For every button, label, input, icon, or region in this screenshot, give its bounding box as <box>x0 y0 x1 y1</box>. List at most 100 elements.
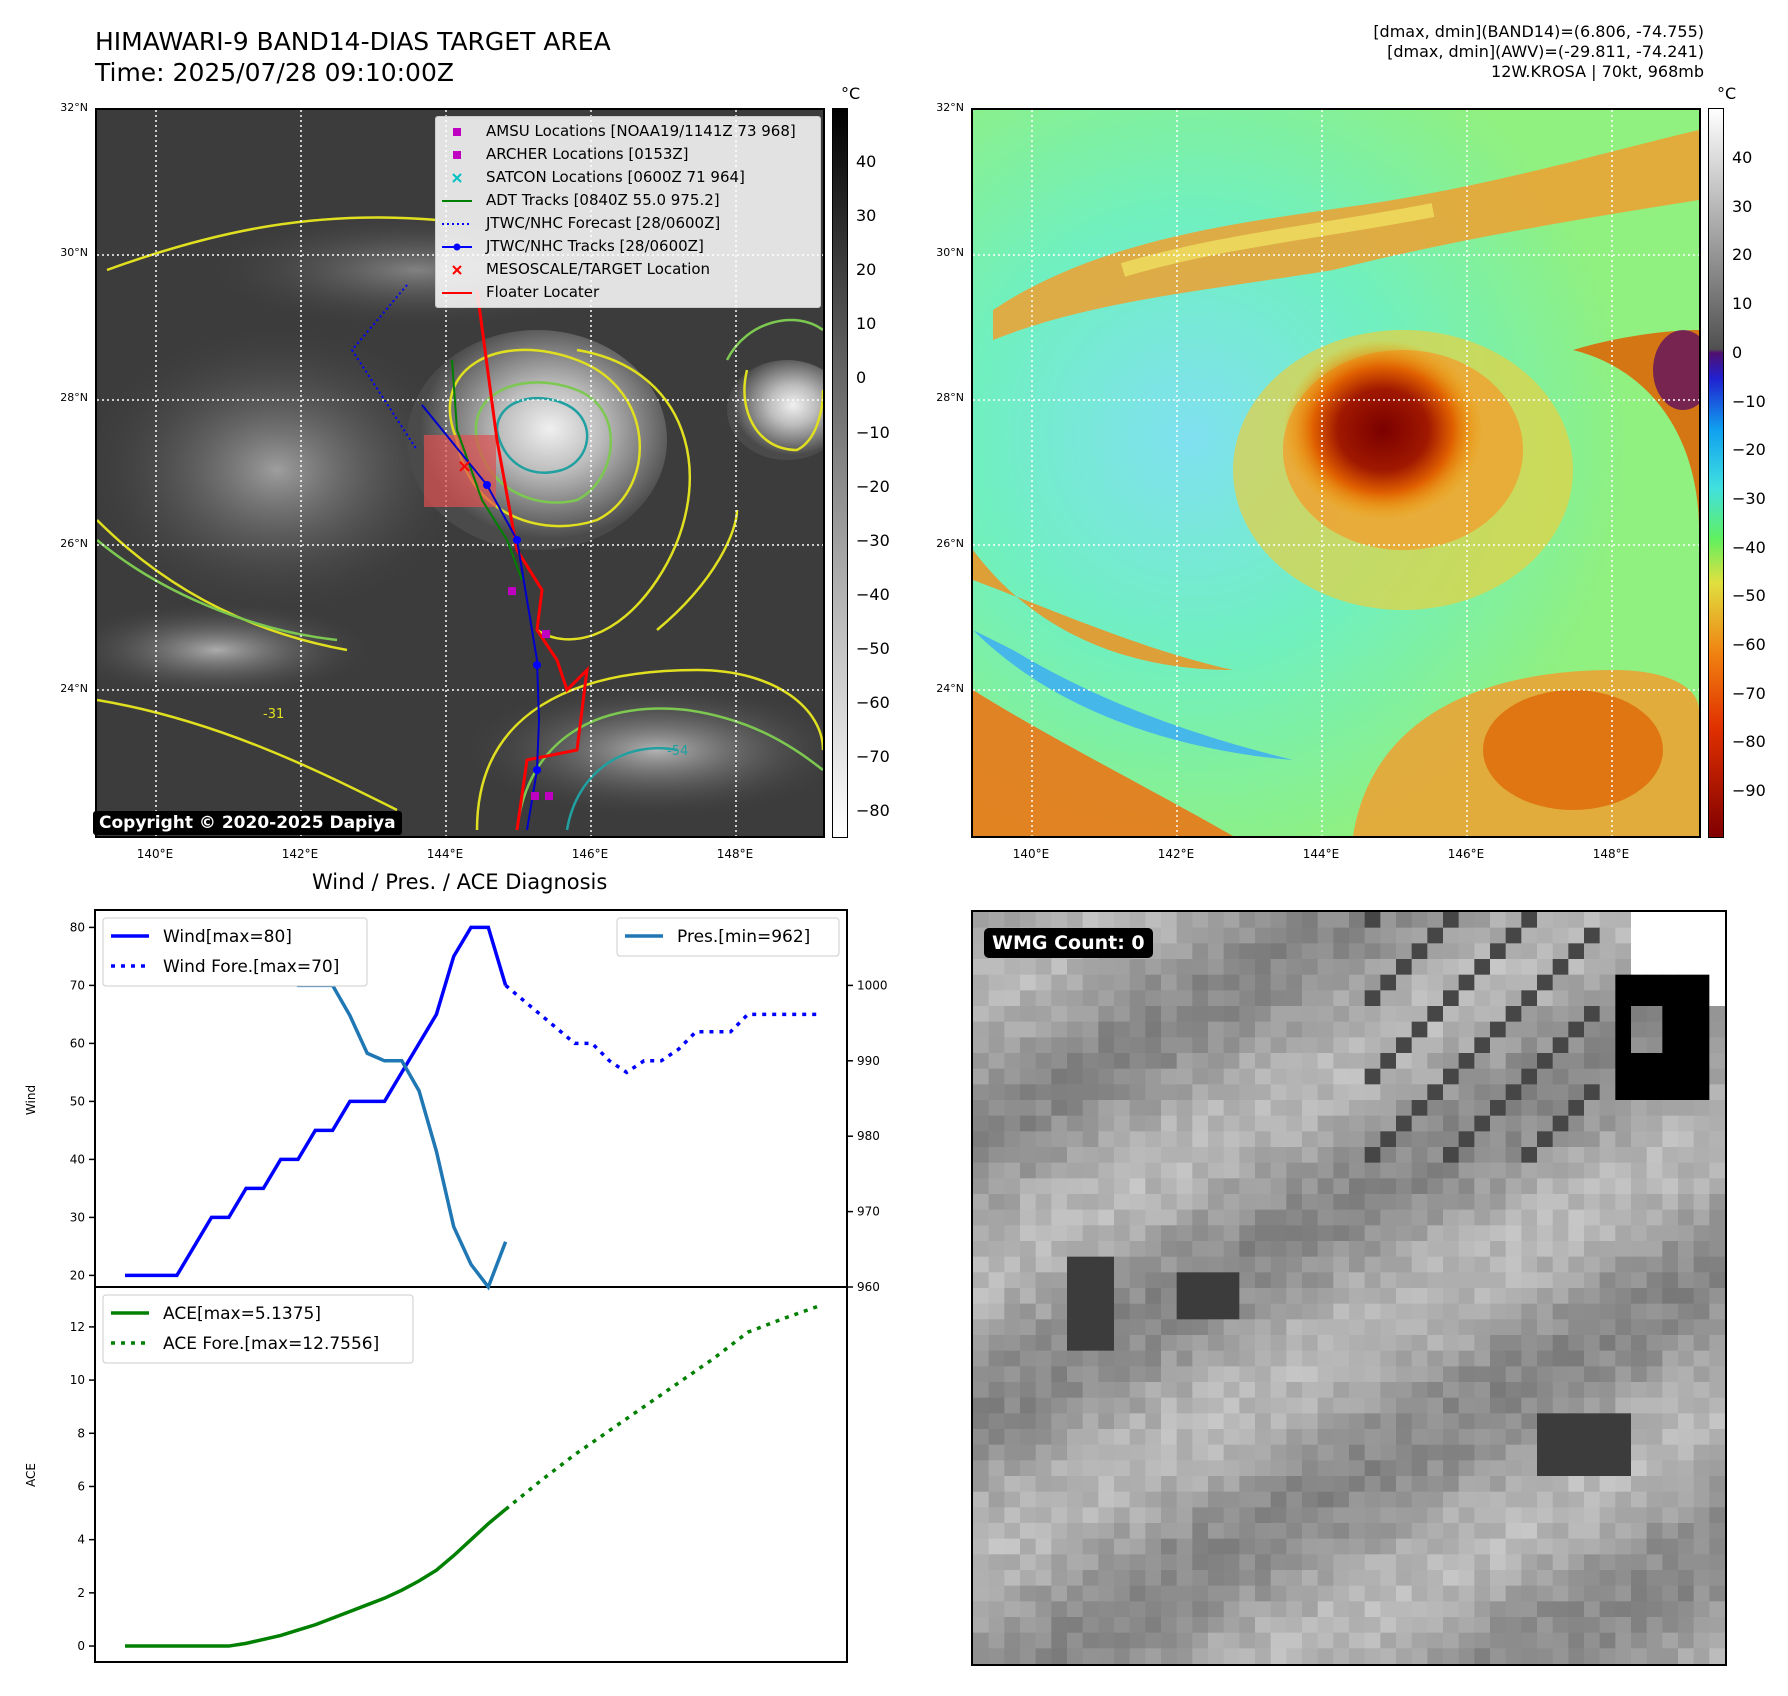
pressure-tick-label: 990 <box>857 1054 880 1068</box>
colorbar-tick-label: 40 <box>1732 148 1753 167</box>
time-line: Time: 2025/07/28 09:10:00Z <box>95 58 454 87</box>
series-wind-fore-max-70 <box>504 984 817 1075</box>
wind-tick-label: 30 <box>70 1210 85 1224</box>
wmg-pixels <box>973 912 1725 1664</box>
contour-east-storm <box>743 369 823 452</box>
wind-tick-label: 20 <box>70 1268 85 1282</box>
colorbar-tick-label: 40 <box>856 152 877 171</box>
lon-label: 142°E <box>281 847 319 861</box>
copyright-badge: Copyright © 2020-2025 Dapiya <box>93 811 402 835</box>
ace-tick-label: 12 <box>70 1320 85 1334</box>
color-ir-map-panel <box>971 108 1701 838</box>
ace-tick-label: 10 <box>70 1373 85 1387</box>
legend-rows: AMSU Locations [NOAA19/1141Z 73 968] ARCH… <box>436 120 820 304</box>
ace-tick-label: 2 <box>77 1586 85 1600</box>
archer-location <box>545 792 553 800</box>
lon-label: 144°E <box>1302 847 1340 861</box>
ir-cloud-west <box>97 320 477 620</box>
diagnosis-chart: 20 30 40 50 60 70 80 960 970 980 990 1000 0 2 4 6 8 10 12 W… <box>24 909 888 1663</box>
color-band-southwest <box>973 550 1233 670</box>
info-band14: [dmax, dmin](BAND14)=(6.806, -74.755) <box>1373 22 1704 41</box>
jtwc-forecast-track <box>350 284 418 451</box>
lat-label: 24°N <box>936 682 964 695</box>
wind-tick-label: 50 <box>70 1094 85 1108</box>
ace-tick-label: 6 <box>77 1479 85 1493</box>
legend-item: JTWC/NHC Forecast [28/0600Z] <box>436 212 820 235</box>
color-colorbar <box>1708 108 1724 838</box>
lat-label: 30°N <box>936 246 964 259</box>
colorbar-tick-label: 30 <box>856 206 877 226</box>
series-ace-fore-max-12-7556 <box>504 1305 818 1511</box>
colorbar-tick-label: −60 <box>856 693 890 712</box>
figure-title: HIMAWARI-9 BAND14-DIAS TARGET AREA Time:… <box>95 26 611 88</box>
colorbar-tick-label: −20 <box>1732 440 1766 460</box>
ace-tick-label: 0 <box>77 1639 85 1653</box>
colorbar-tick-label: −20 <box>856 476 890 496</box>
ace-axis-title: ACE <box>24 1463 38 1487</box>
legend-label: Floater Locater <box>486 283 600 301</box>
lat-label: 24°N <box>60 682 88 695</box>
gray-colorbar-unit: °C <box>841 84 861 103</box>
wind-tick-label: 60 <box>70 1036 85 1050</box>
legend-symbol <box>453 151 461 159</box>
floater-locater-track <box>475 289 590 831</box>
colorbar-tick-label: −90 <box>1732 781 1766 801</box>
colorbar-tick-label: −10 <box>1732 391 1766 411</box>
color-band-north-edge <box>1120 203 1435 277</box>
color-eyewall <box>1283 340 1483 520</box>
ace-tick-label: 4 <box>77 1533 85 1547</box>
jtwc-track-point <box>533 766 541 774</box>
legend-item: Floater Locater <box>436 281 820 304</box>
lon-label: 142°E <box>1157 847 1195 861</box>
wmg-grid <box>973 912 1725 1664</box>
colorbar-tick-label: −80 <box>1732 732 1766 752</box>
info-storm: 12W.KROSA | 70kt, 968mb <box>1491 62 1704 81</box>
legend-label: ADT Tracks [0840Z 55.0 975.2] <box>486 191 720 209</box>
colorbar-tick-label: 20 <box>1732 245 1753 265</box>
ir-cloud-east <box>727 360 823 460</box>
jtwc-track-point <box>513 536 521 544</box>
chart-legend-label: ACE Fore.[max=12.7556] <box>163 1334 379 1354</box>
ir-cloud-southwest <box>97 600 377 700</box>
legend-label: SATCON Locations [0600Z 71 964] <box>486 168 745 186</box>
colorbar-tick-label: −10 <box>856 422 890 442</box>
contour-band-north <box>106 216 438 272</box>
target-area-box <box>424 435 496 507</box>
chart-legend <box>616 917 840 957</box>
colorbar-tick-label: 0 <box>856 368 867 388</box>
contour-label-31: -31 <box>263 707 284 722</box>
wmg-panel <box>971 910 1727 1666</box>
wind-tick-label: 40 <box>70 1152 85 1166</box>
ir-map-panel: × -31 -54 AMSU Locations [NOAA19/1141Z 7… <box>95 108 825 838</box>
wind-axis-title: Wind <box>24 1085 38 1115</box>
colorbar-tick-label: −80 <box>856 801 890 821</box>
pressure-tick-label: 970 <box>857 1205 880 1219</box>
series-ace-max-5-1375 <box>125 1507 507 1648</box>
colorbar-tick-label: −50 <box>856 638 890 658</box>
lon-label: 146°E <box>1447 847 1485 861</box>
legend-symbol <box>453 128 461 136</box>
colorbar-tick-label: 30 <box>1732 196 1753 216</box>
lon-label: 144°E <box>426 847 464 861</box>
colorbar-tick-label: 20 <box>856 260 877 280</box>
lon-label: 140°E <box>136 847 174 861</box>
lon-label: 146°E <box>571 847 609 861</box>
pressure-tick-label: 960 <box>857 1280 880 1294</box>
color-cells-southeast <box>1483 690 1663 810</box>
lat-label: 26°N <box>60 537 88 550</box>
chart-legend-label: Wind Fore.[max=70] <box>163 957 339 977</box>
legend-label: JTWC/NHC Forecast [28/0600Z] <box>486 214 721 232</box>
chart-legend <box>102 917 368 987</box>
legend-symbol <box>442 200 472 202</box>
chart-legend-label: Wind[max=80] <box>163 927 292 947</box>
info-awv: [dmax, dmin](AWV)=(-29.811, -74.241) <box>1387 42 1704 61</box>
contour-band-southeast <box>656 509 739 631</box>
ace-tick-label: 8 <box>77 1426 85 1440</box>
legend-symbol <box>442 292 472 294</box>
lat-label: 28°N <box>60 391 88 404</box>
colorbar-tick-label: −30 <box>856 530 890 550</box>
title-line: HIMAWARI-9 BAND14-DIAS TARGET AREA <box>95 27 611 56</box>
series-wind-max-80 <box>125 925 508 1278</box>
diagnosis-title: Wind / Pres. / ACE Diagnosis <box>312 870 608 894</box>
color-band-south <box>973 690 1233 836</box>
